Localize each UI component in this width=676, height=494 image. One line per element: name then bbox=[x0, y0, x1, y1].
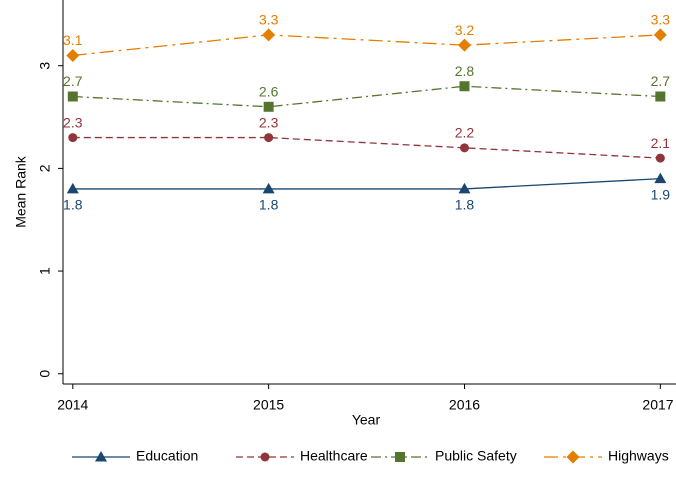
x-tick-label: 2015 bbox=[253, 397, 284, 413]
data-label: 2.2 bbox=[455, 125, 475, 141]
y-tick-label: 1 bbox=[37, 267, 53, 275]
legend-marker bbox=[395, 452, 405, 462]
data-label: 3.3 bbox=[651, 12, 671, 28]
data-label: 2.6 bbox=[259, 83, 279, 99]
point bbox=[655, 91, 666, 102]
point bbox=[654, 172, 667, 184]
data-label: 2.7 bbox=[63, 73, 83, 89]
legend-label: Healthcare bbox=[300, 448, 368, 464]
point bbox=[66, 182, 79, 194]
legend-label: Public Safety bbox=[435, 448, 517, 464]
point bbox=[459, 143, 469, 153]
point bbox=[459, 81, 470, 92]
point bbox=[262, 28, 276, 42]
x-axis-title: Year bbox=[352, 412, 381, 428]
data-label: 2.7 bbox=[651, 73, 671, 89]
series-line bbox=[72, 178, 661, 190]
series-line bbox=[72, 136, 661, 159]
point bbox=[67, 91, 78, 102]
point bbox=[655, 153, 665, 163]
data-label: 3.1 bbox=[63, 32, 83, 48]
point bbox=[653, 28, 667, 42]
legend-marker bbox=[95, 451, 107, 462]
legend-label: Highways bbox=[608, 448, 669, 464]
point bbox=[457, 38, 471, 52]
data-label: 2.8 bbox=[455, 63, 475, 79]
point bbox=[458, 182, 471, 194]
point bbox=[263, 101, 274, 112]
data-label: 2.3 bbox=[63, 114, 83, 130]
data-label: 2.1 bbox=[651, 135, 671, 151]
point bbox=[264, 133, 274, 143]
point bbox=[66, 48, 80, 62]
y-tick-label: 0 bbox=[37, 370, 53, 378]
point bbox=[262, 182, 275, 194]
point bbox=[68, 133, 78, 143]
data-label: 1.8 bbox=[455, 197, 475, 213]
data-label: 3.2 bbox=[455, 22, 475, 38]
x-tick-label: 2017 bbox=[642, 397, 673, 413]
y-tick-label: 3 bbox=[37, 62, 53, 70]
y-axis-title: Mean Rank bbox=[13, 155, 29, 228]
data-label: 1.9 bbox=[651, 186, 671, 202]
legend-marker bbox=[566, 450, 580, 464]
x-tick-label: 2014 bbox=[57, 397, 88, 413]
legend-marker bbox=[260, 452, 270, 462]
y-tick-label: 2 bbox=[37, 164, 53, 172]
data-label: 1.8 bbox=[259, 197, 279, 213]
series-line bbox=[72, 85, 661, 108]
x-tick-label: 2016 bbox=[449, 397, 480, 413]
legend-label: Education bbox=[136, 448, 198, 464]
series-line bbox=[72, 34, 661, 57]
data-label: 3.3 bbox=[259, 12, 279, 28]
data-label: 2.3 bbox=[259, 114, 279, 130]
data-label: 1.8 bbox=[63, 197, 83, 213]
